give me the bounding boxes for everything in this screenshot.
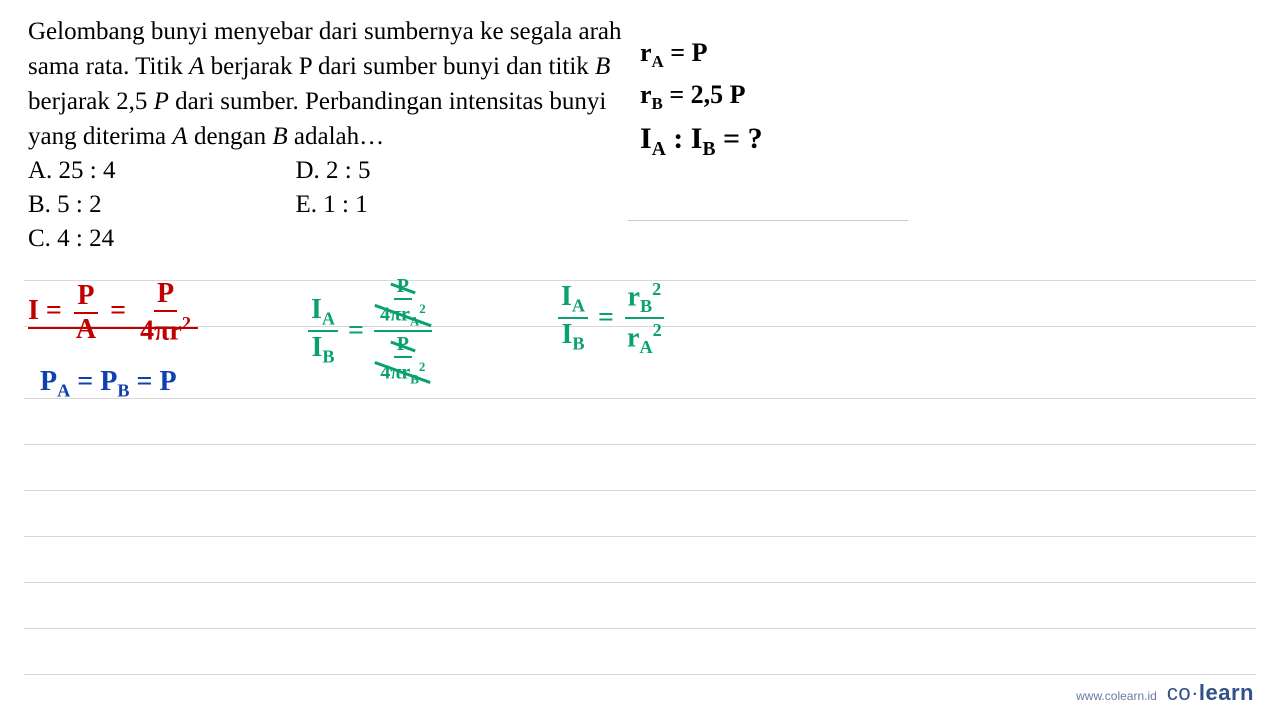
ruled-line	[24, 444, 1256, 445]
ruled-line	[24, 674, 1256, 675]
footer-logo: co·learn	[1167, 680, 1254, 706]
annotation-rB: rB = 2,5 P	[640, 80, 763, 114]
option-b: B. 5 : 2	[28, 188, 116, 222]
formula-power-equal: PA = PB = P	[40, 366, 177, 402]
option-a: A. 25 : 4	[28, 154, 116, 188]
option-e: E. 1 : 1	[296, 188, 371, 222]
formula-intensity: I = P A = P 4πr2	[28, 280, 198, 345]
annotation-rA: rA = P	[640, 38, 763, 72]
ruled-line	[24, 536, 1256, 537]
options-col-2: D. 2 : 5 E. 1 : 1	[296, 154, 371, 255]
separator-line	[628, 220, 908, 221]
formula-ratio-simplified: IA IB = rB2 rA2	[558, 280, 665, 356]
options-col-1: A. 25 : 4 B. 5 : 2 C. 4 : 24	[28, 154, 116, 255]
footer-url: www.colearn.id	[1076, 689, 1157, 703]
annotation-given: rA = P rB = 2,5 P IA : IB = ?	[640, 38, 763, 169]
ruled-line	[24, 398, 1256, 399]
ruled-line	[24, 490, 1256, 491]
option-c: C. 4 : 24	[28, 222, 116, 256]
footer: www.colearn.id co·learn	[1076, 680, 1254, 706]
annotation-ratio: IA : IB = ?	[640, 122, 763, 161]
formula-ratio-full: IA IB = P 4πrA2 P 4πrB2	[308, 276, 432, 385]
ruled-line	[24, 628, 1256, 629]
ruled-line	[24, 582, 1256, 583]
option-d: D. 2 : 5	[296, 154, 371, 188]
